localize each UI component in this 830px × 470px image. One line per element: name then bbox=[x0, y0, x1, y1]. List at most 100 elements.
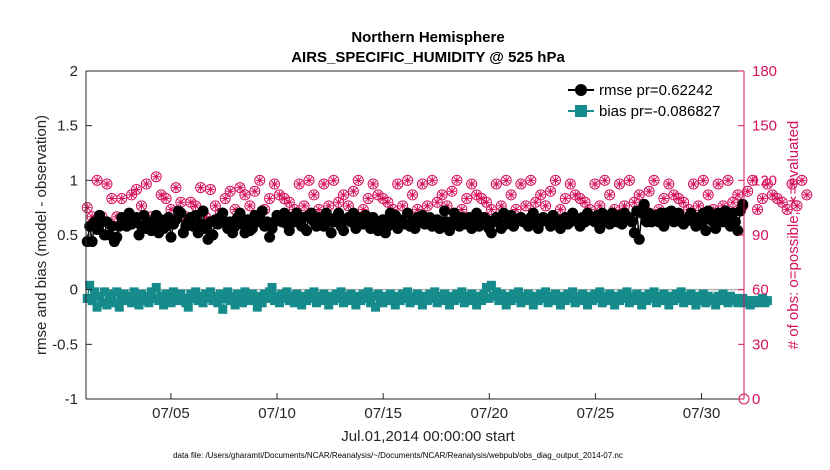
obs-possible-marker bbox=[101, 178, 113, 190]
bias-marker bbox=[649, 287, 659, 297]
data-file-footer: data file: /Users/gharamti/Documents/NCA… bbox=[173, 451, 623, 460]
bias-marker bbox=[521, 296, 531, 306]
obs-evaluated-marker bbox=[733, 190, 742, 199]
obs-evaluated-marker bbox=[250, 187, 259, 196]
bias-marker bbox=[329, 296, 339, 306]
obs-evaluated-marker bbox=[236, 183, 245, 192]
obs-possible-marker bbox=[451, 174, 463, 186]
obs-possible-marker bbox=[796, 174, 808, 186]
obs-possible-marker bbox=[658, 193, 670, 205]
bias-marker bbox=[92, 302, 102, 312]
y-left-tick-label: 0.5 bbox=[57, 227, 78, 244]
y-left-tick-label: -1 bbox=[65, 391, 78, 408]
obs-evaluated-marker bbox=[157, 190, 166, 199]
obs-evaluated-marker bbox=[472, 190, 481, 199]
bias-marker bbox=[619, 293, 629, 303]
obs-evaluated-marker bbox=[635, 190, 644, 199]
bias-marker bbox=[506, 296, 516, 306]
obs-evaluated-marker bbox=[324, 201, 333, 210]
obs-possible-marker bbox=[648, 174, 660, 186]
obs-possible-marker bbox=[554, 203, 566, 215]
obs-possible-marker bbox=[614, 178, 626, 190]
obs-possible-marker bbox=[160, 193, 172, 205]
plot-area: 2 1.5 1 0.5 0 -0.5 -1 180 150 120 90 60 30 0 07/05 07/1… bbox=[52, 63, 813, 422]
bias-marker bbox=[445, 300, 455, 310]
bias-marker bbox=[622, 287, 632, 297]
obs-evaluated-marker bbox=[88, 212, 97, 221]
bias-marker bbox=[570, 298, 580, 308]
bias-marker bbox=[568, 287, 578, 297]
obs-possible-marker bbox=[239, 189, 251, 201]
bias-marker bbox=[548, 296, 558, 306]
obs-possible-marker bbox=[742, 185, 754, 197]
obs-evaluated-marker bbox=[669, 190, 678, 199]
obs-evaluated-marker bbox=[447, 187, 456, 196]
bias-marker bbox=[698, 289, 708, 299]
obs-evaluated-marker bbox=[403, 176, 412, 185]
obs-evaluated-marker bbox=[497, 201, 506, 210]
obs-evaluated-marker bbox=[364, 194, 373, 203]
obs-possible-marker bbox=[367, 178, 379, 190]
bias-marker bbox=[321, 293, 331, 303]
obs-evaluated-marker bbox=[196, 183, 205, 192]
obs-evaluated-marker bbox=[93, 176, 102, 185]
bias-marker bbox=[583, 300, 593, 310]
rmse-marker bbox=[732, 225, 744, 237]
x-tick-label: 07/10 bbox=[258, 405, 296, 422]
bias-marker bbox=[688, 293, 698, 303]
obs-evaluated-marker bbox=[477, 194, 486, 203]
bias-marker bbox=[499, 293, 509, 303]
bias-marker bbox=[652, 298, 662, 308]
obs-possible-marker bbox=[604, 189, 616, 201]
obs-evaluated-marker bbox=[704, 190, 713, 199]
bias-marker bbox=[334, 293, 344, 303]
rmse-marker bbox=[301, 225, 313, 237]
obs-evaluated-marker bbox=[300, 201, 309, 210]
obs-possible-marker bbox=[116, 193, 128, 205]
bias-marker bbox=[432, 298, 442, 308]
bias-marker bbox=[124, 291, 134, 301]
bias-marker bbox=[479, 289, 489, 299]
obs-possible-marker bbox=[436, 189, 448, 201]
bias-marker bbox=[237, 298, 247, 308]
obs-possible-marker bbox=[308, 189, 320, 201]
obs-possible-marker bbox=[791, 200, 803, 212]
obs-possible-marker bbox=[204, 183, 216, 195]
obs-evaluated-marker bbox=[413, 205, 422, 214]
bias-marker bbox=[366, 298, 376, 308]
obs-evaluated-marker bbox=[245, 201, 254, 210]
obs-evaluated-marker bbox=[339, 190, 348, 199]
obs-evaluated-marker bbox=[792, 201, 801, 210]
rmse-marker bbox=[175, 207, 187, 219]
chart-subtitle: AIRS_SPECIFIC_HUMIDITY @ 525 hPa bbox=[291, 49, 565, 66]
obs-evaluated-marker bbox=[719, 201, 728, 210]
rmse-marker bbox=[402, 207, 414, 219]
y-right-tick-label: 0 bbox=[752, 391, 760, 408]
rmse-marker bbox=[673, 207, 685, 219]
bias-marker bbox=[674, 293, 684, 303]
y-right-tick-label: 180 bbox=[752, 63, 777, 80]
obs-evaluated-marker bbox=[645, 187, 654, 196]
obs-evaluated-marker bbox=[620, 201, 629, 210]
obs-evaluated-marker bbox=[162, 194, 171, 203]
obs-evaluated-marker bbox=[137, 201, 146, 210]
bias-marker bbox=[136, 289, 146, 299]
bias-marker bbox=[553, 293, 563, 303]
y-right-tick-label: 60 bbox=[752, 282, 769, 299]
bias-marker bbox=[565, 293, 575, 303]
bias-marker bbox=[494, 296, 504, 306]
bias-marker bbox=[543, 298, 553, 308]
obs-possible-marker bbox=[328, 174, 340, 186]
obs-evaluated-marker bbox=[507, 190, 516, 199]
bias-marker bbox=[297, 300, 307, 310]
bias-marker bbox=[469, 293, 479, 303]
x-tick-label: 07/15 bbox=[364, 405, 402, 422]
y-left-tick-label: -0.5 bbox=[52, 336, 78, 353]
bias-marker bbox=[129, 287, 139, 297]
bias-marker bbox=[274, 298, 284, 308]
legend-bias-marker bbox=[575, 105, 587, 117]
obs-evaluated-marker bbox=[270, 179, 279, 188]
obs-possible-marker bbox=[426, 174, 438, 186]
obs-evaluated-marker bbox=[556, 205, 565, 214]
rmse-marker bbox=[633, 233, 645, 245]
